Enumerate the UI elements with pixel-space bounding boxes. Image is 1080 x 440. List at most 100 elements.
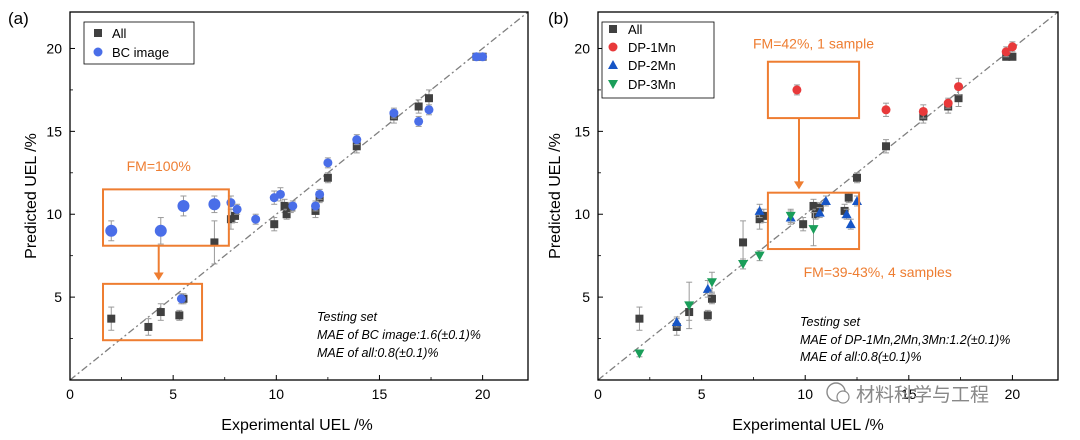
data-point-all [231,211,240,220]
data-point-dp-3mn [706,278,717,288]
data-point-dp-1mn [918,106,928,116]
panel-a-marks [105,52,488,336]
data-point-dp-2mn [671,316,682,326]
panel-b-testing-title: Testing set [800,315,861,329]
data-point-all [175,311,184,320]
data-point-all [954,94,963,103]
data-point-all [635,314,644,323]
data-point-dp-2mn [852,195,863,205]
data-point-bc-image [176,294,186,304]
data-point-bc-image [311,201,321,211]
data-point-all [156,308,165,317]
y-tick-label: 5 [582,289,590,305]
legend-bc-marker [93,47,103,57]
data-point-dp-1mn [954,82,964,92]
data-point-dp-1mn [1001,47,1011,57]
x-tick-label: 0 [594,386,602,402]
data-point-all [107,314,116,323]
legend-all-marker [94,29,102,37]
panel-b-frame [597,11,1059,381]
panel-b-ticks: 0 5 10 15 20 5 10 15 20 [574,11,1059,402]
data-point-all [853,173,862,182]
panel-b-marks [634,41,1017,359]
y-tick-label: 20 [574,40,590,56]
data-point-all [210,238,219,247]
data-point-all [707,294,716,303]
legend-all-marker [609,25,617,33]
data-point-dp-2mn [845,219,856,229]
data-point-dp-2mn [702,283,713,293]
x-tick-label: 10 [797,386,813,402]
data-point-all [703,311,712,320]
x-tick-label: 15 [901,386,917,402]
data-point-bc-image [424,105,434,115]
y-tick-label: 10 [46,206,62,222]
data-point-all [759,211,768,220]
panel-b-label: (b) [548,9,569,28]
panel-a: (a) 0 5 10 15 20 5 10 15 20 All BC image FM=100%… [8,9,529,434]
data-point-all [144,322,153,331]
legend-dp1-label: DP-1Mn [628,40,676,55]
data-point-all [882,142,891,151]
annotation-arrowhead [153,272,164,281]
data-point-all [799,220,808,229]
data-point-all [352,142,361,151]
x-tick-label: 20 [1005,386,1021,402]
data-point-dp-3mn [738,259,749,269]
legend-all-label: All [112,26,127,41]
panel-a-ticks: 0 5 10 15 20 5 10 15 20 [46,11,529,402]
panel-b-y-axis-label: Predicted UEL /% [547,133,564,259]
x-tick-label: 0 [66,386,74,402]
data-point-all [739,238,748,247]
annotation-arrowhead [793,181,804,190]
panel-a-frame [69,11,529,381]
data-point-bc-image [414,116,424,126]
data-point-dp-2mn [841,209,852,219]
data-point-all [414,102,423,111]
legend-all-label: All [628,22,643,37]
panel-a-label: (a) [8,9,29,28]
data-point-bc-image [275,189,285,199]
data-point-dp-1mn [943,98,953,108]
legend-dp2-label: DP-2Mn [628,58,676,73]
data-point-bc-image [389,108,399,118]
data-point-all [809,201,818,210]
data-point-dp-3mn [634,349,645,359]
data-point-bc-image [251,214,261,224]
data-point-bc-image [177,199,190,212]
annotation-box [766,60,861,120]
panel-a-x-axis-label: Experimental UEL /% [221,417,372,434]
annotation-label: FM=42%, 1 sample [753,35,874,51]
legend-dp3-label: DP-3Mn [628,77,676,92]
data-point-dp-1mn [792,85,802,95]
data-point-bc-image [208,198,221,211]
data-point-all [323,173,332,182]
annotation-box [102,188,230,247]
data-point-bc-image [478,52,488,62]
wechat-icon-bubble [836,390,850,404]
y-tick-label: 15 [46,123,62,139]
x-tick-label: 20 [475,386,491,402]
panel-a-annotations: FM=100% [102,158,230,342]
legend-frame [83,21,195,65]
data-point-dp-2mn [814,207,825,217]
legend-dp1-marker [608,42,618,52]
watermark: 材料科学与工程 [826,382,989,406]
panel-b-annotations: FM=42%, 1 sample FM=39-43%, 4 samples [753,35,952,280]
watermark-text: 材料科学与工程 [856,384,989,406]
data-point-all [282,210,291,219]
data-point-dp-3mn [808,225,819,235]
data-point-all [280,201,289,210]
annotation-label: FM=100% [127,158,191,174]
annotation-box [102,282,204,342]
data-point-bc-image [105,224,118,237]
panel-b-testing-line-1: MAE of DP-1Mn,2Mn,3Mn:1.2(±0.1)% [800,333,1010,347]
data-point-dp-1mn [881,105,891,115]
panel-a-y-axis-label: Predicted UEL /% [23,133,40,259]
annotation-label: FM=39-43%, 4 samples [804,264,952,280]
data-point-bc-image [352,135,362,145]
x-tick-label: 10 [269,386,285,402]
data-point-bc-image [154,224,167,237]
data-point-bc-image [226,198,236,208]
